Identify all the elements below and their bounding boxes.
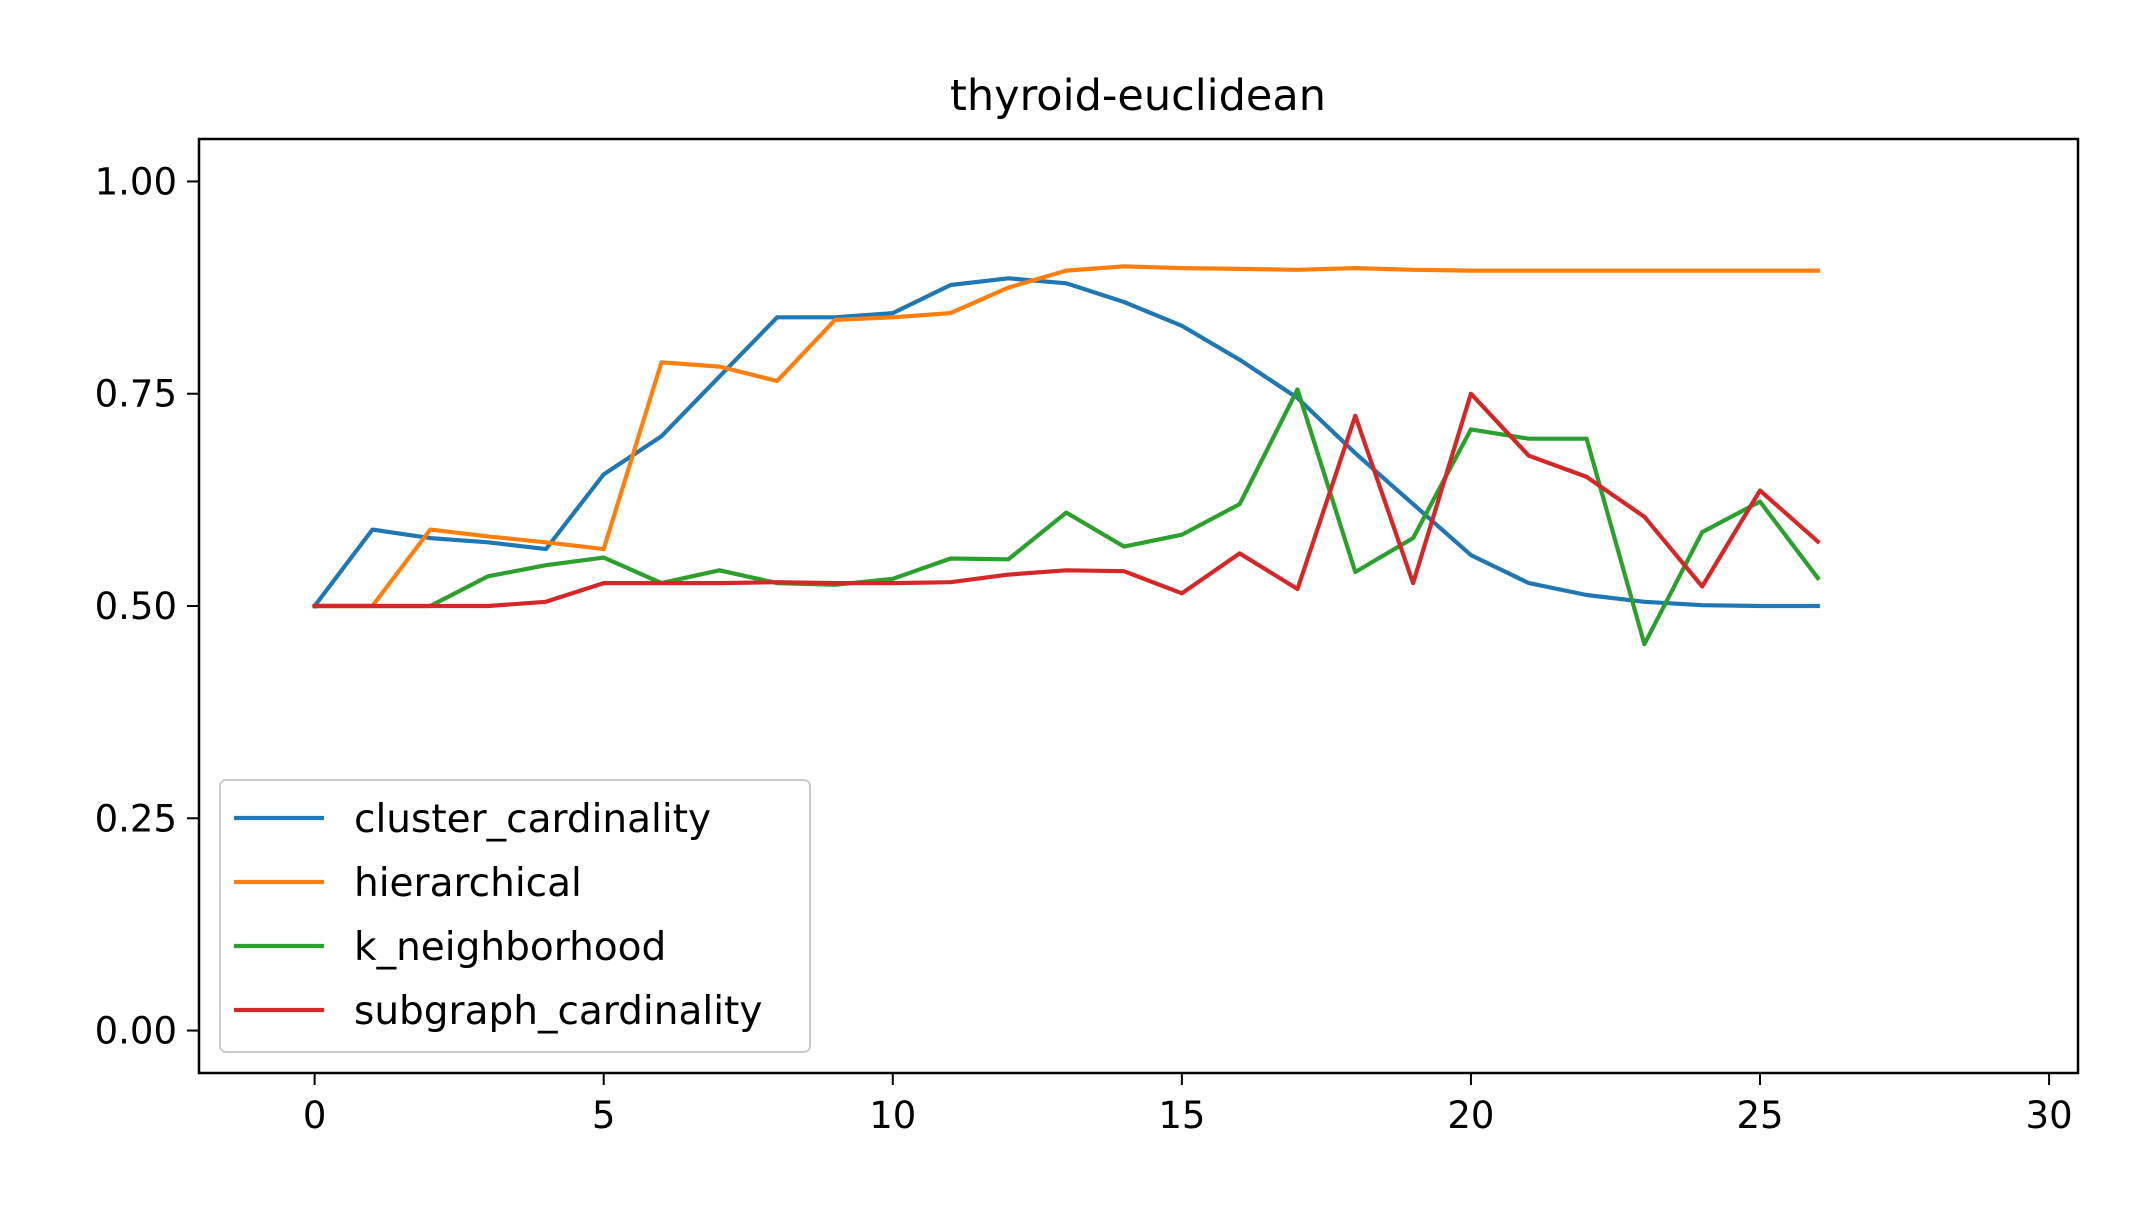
y-tick-label: 0.75 xyxy=(95,373,177,416)
legend-label-cluster-cardinality: cluster_cardinality xyxy=(354,797,711,842)
y-axis: 0.00 0.25 0.50 0.75 1.00 xyxy=(95,160,199,1053)
legend-label-subgraph-cardinality: subgraph_cardinality xyxy=(354,989,762,1034)
x-tick-label: 25 xyxy=(1736,1094,1783,1137)
series-line-cluster-cardinality xyxy=(311,276,1820,609)
x-tick-label: 15 xyxy=(1158,1094,1205,1137)
x-tick-label: 10 xyxy=(869,1094,916,1137)
y-tick-label: 0.50 xyxy=(95,585,177,628)
x-tick-label: 5 xyxy=(592,1094,616,1137)
y-tick-label: 0.00 xyxy=(95,1010,177,1053)
x-axis: 0 5 10 15 20 25 30 xyxy=(303,1073,2073,1137)
chart-title: thyroid-euclidean xyxy=(950,71,1326,121)
series-line-k-neighborhood xyxy=(312,387,1821,647)
x-tick-label: 30 xyxy=(2026,1094,2073,1137)
series-line-hierarchical xyxy=(312,264,1820,609)
x-tick-label: 0 xyxy=(303,1094,327,1137)
legend-label-hierarchical: hierarchical xyxy=(354,861,582,906)
x-tick-label: 20 xyxy=(1447,1094,1494,1137)
legend-label-k-neighborhood: k_neighborhood xyxy=(354,925,666,970)
legend-box xyxy=(219,779,811,1053)
y-tick-label: 0.25 xyxy=(95,797,177,840)
series-line-subgraph-cardinality xyxy=(312,391,1821,609)
legend: cluster_cardinality hierarchical k_neighbo… xyxy=(219,779,811,1053)
series-layer xyxy=(311,264,1821,647)
y-tick-label: 1.00 xyxy=(95,160,177,203)
